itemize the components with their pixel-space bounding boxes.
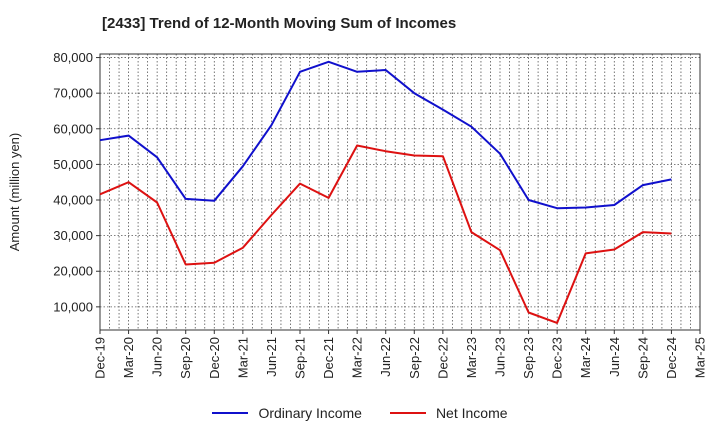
x-tick-label: Mar-21 (235, 337, 250, 378)
x-tick-label: Mar-20 (121, 337, 136, 378)
x-tick-label: Dec-23 (550, 337, 565, 379)
legend-item-net-income: Net Income (389, 405, 508, 421)
y-tick-label: 20,000 (53, 264, 93, 279)
legend-label-net-income: Net Income (435, 405, 508, 421)
y-tick-label: 70,000 (53, 86, 93, 101)
x-tick-label: Jun-24 (607, 337, 622, 377)
y-axis: 10,000 20,000 30,000 40,000 50,000 60,000 70,0… (53, 50, 100, 314)
plot-area-frame (99, 53, 701, 331)
x-tick-label: Dec-19 (93, 337, 108, 379)
y-axis-label: Amount (million yen) (7, 133, 22, 252)
x-tick-label: Jun-20 (150, 337, 165, 377)
x-tick-label: Sep-21 (293, 337, 308, 379)
y-tick-label: 30,000 (53, 228, 93, 243)
y-tick-label: 50,000 (53, 157, 93, 172)
y-tick-label: 40,000 (53, 193, 93, 208)
x-axis: Dec-19 Mar-20 Jun-20 Sep-20 Dec-20 Mar-21 Jun-… (93, 330, 708, 379)
grid-layer (99, 54, 701, 330)
series-line-net-income (99, 144, 672, 324)
x-tick-label: Jun-23 (493, 337, 508, 377)
x-tick-label: Jun-21 (264, 337, 279, 377)
x-tick-label: Sep-24 (635, 337, 650, 379)
x-tick-label: Mar-22 (350, 337, 365, 378)
x-tick-label: Sep-20 (178, 337, 193, 379)
x-tick-label: Mar-23 (464, 337, 479, 378)
y-tick-label: 10,000 (53, 299, 93, 314)
chart-title: [2433] Trend of 12-Month Moving Sum of I… (102, 15, 457, 32)
x-tick-label: Sep-23 (521, 337, 536, 379)
x-tick-label: Dec-20 (207, 337, 222, 379)
x-tick-label: Dec-22 (435, 337, 450, 379)
x-tick-label: Mar-24 (578, 337, 593, 378)
series-layer (99, 60, 672, 324)
legend-item-ordinary-income: Ordinary Income (212, 405, 362, 421)
x-tick-label: Mar-25 (693, 337, 708, 378)
x-tick-label: Dec-24 (664, 337, 679, 379)
legend: Ordinary Income Net Income (0, 405, 720, 421)
legend-swatch-ordinary-income (212, 412, 249, 414)
y-tick-label: 60,000 (53, 121, 93, 136)
x-tick-label: Dec-21 (321, 337, 336, 379)
legend-label-ordinary-income: Ordinary Income (258, 405, 362, 421)
legend-swatch-net-income (389, 412, 426, 414)
x-tick-label: Sep-22 (407, 337, 422, 379)
series-line-ordinary-income (99, 60, 672, 210)
y-tick-label: 80,000 (53, 50, 93, 65)
x-tick-label: Jun-22 (378, 337, 393, 377)
